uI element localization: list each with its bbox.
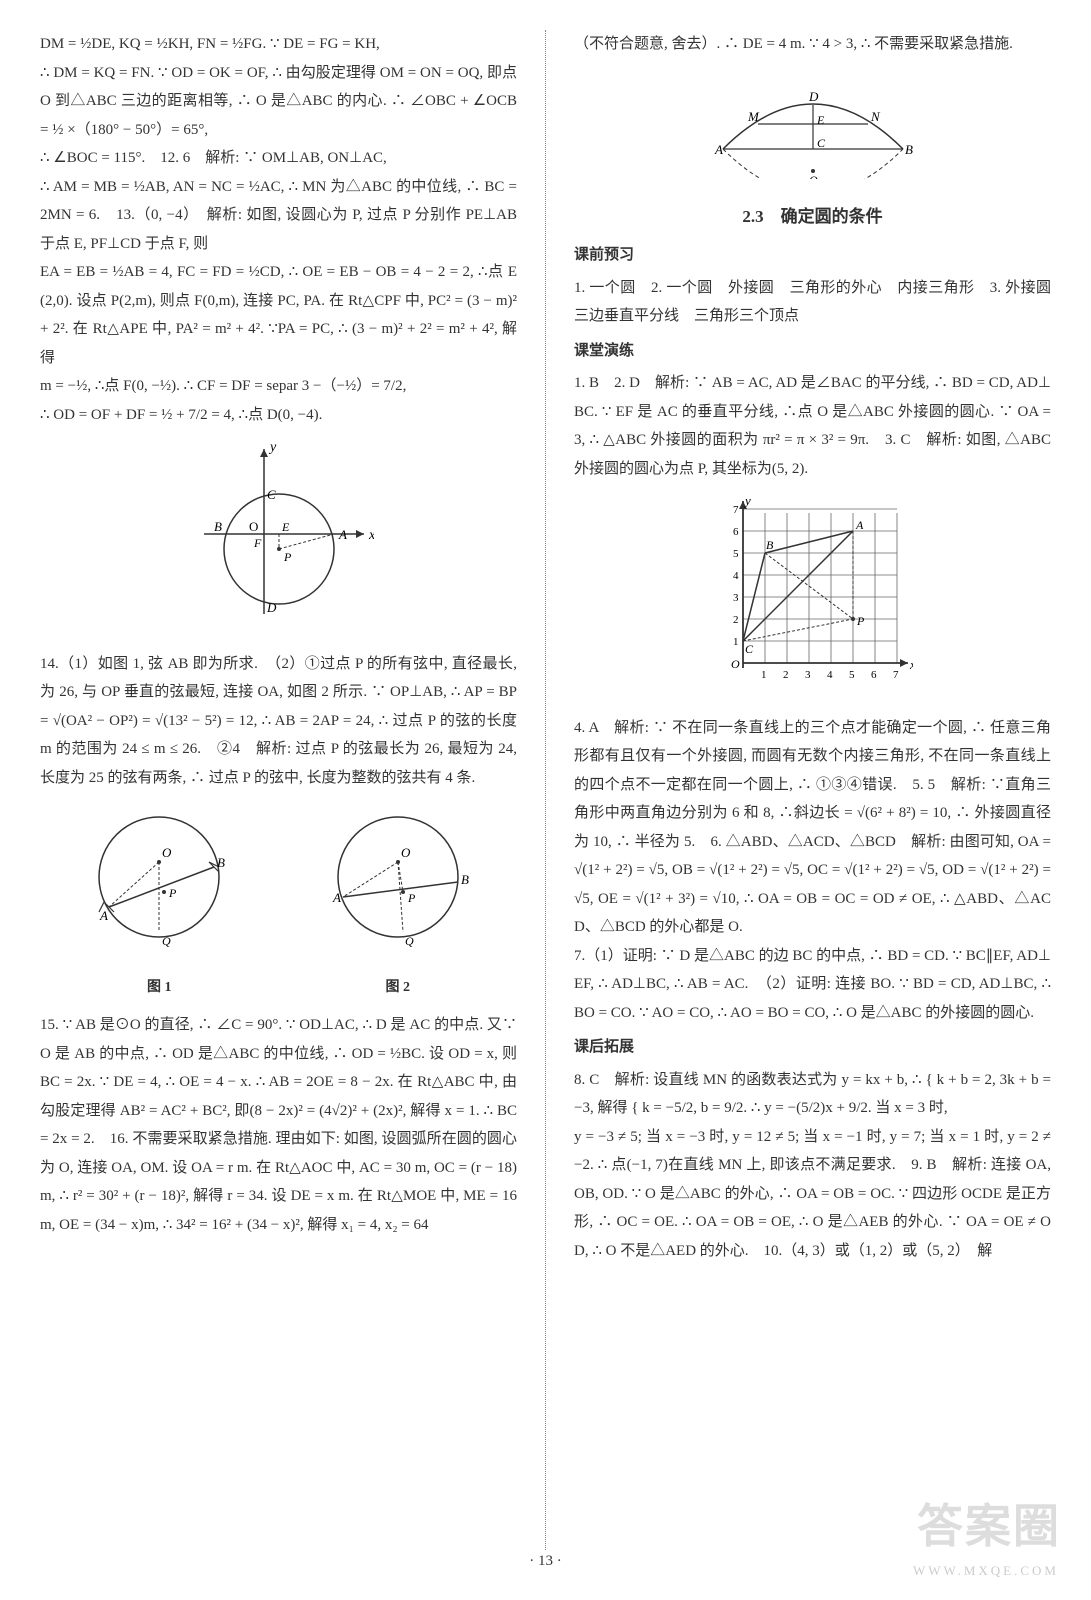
svg-text:1: 1 bbox=[733, 636, 739, 648]
watermark: 答案圈 bbox=[917, 1483, 1061, 1570]
svg-text:A: A bbox=[714, 142, 723, 157]
left-column: DM = ½DE, KQ = ½KH, FN = ½FG. ∵ DE = FG … bbox=[40, 30, 517, 1550]
svg-text:4: 4 bbox=[733, 570, 739, 582]
right-text-1: （不符合题意, 舍去）. ∴ DE = 4 m. ∵ 4 > 3, ∴ 不需要采… bbox=[574, 30, 1051, 59]
left-text-5: EA = EB = ½AB = 4, FC = FD = ½CD, ∴ OE =… bbox=[40, 258, 517, 372]
right-text-7: y = −3 ≠ 5; 当 x = −3 时, y = 12 ≠ 5; 当 x … bbox=[574, 1123, 1051, 1266]
right-text-6: 8. C 解析: 设直线 MN 的函数表达式为 y = kx + b, ∴ { … bbox=[574, 1066, 1051, 1123]
svg-text:x: x bbox=[368, 528, 374, 543]
subhead-extend: 课后拓展 bbox=[574, 1033, 1051, 1062]
right-text-2: 1. 一个圆 2. 一个圆 外接圆 三角形的外心 内接三角形 3. 外接圆 三边… bbox=[574, 274, 1051, 331]
svg-text:O: O bbox=[809, 173, 818, 179]
svg-text:B: B bbox=[214, 519, 222, 534]
figure-arc: A B M N D E C O bbox=[574, 69, 1051, 190]
svg-text:y: y bbox=[743, 493, 751, 508]
left-text-6: m = −½, ∴点 F(0, −½). ∴ CF = DF = separ 3… bbox=[40, 372, 517, 401]
svg-text:P: P bbox=[283, 550, 292, 564]
svg-text:E: E bbox=[816, 113, 825, 127]
left-text-1: DM = ½DE, KQ = ½KH, FN = ½FG. ∵ DE = FG … bbox=[40, 30, 517, 59]
svg-text:D: D bbox=[808, 89, 819, 104]
svg-text:A: A bbox=[332, 890, 341, 905]
svg-text:2: 2 bbox=[733, 614, 739, 626]
svg-text:5: 5 bbox=[849, 669, 855, 681]
svg-text:E: E bbox=[281, 520, 290, 534]
svg-text:A: A bbox=[338, 527, 347, 542]
svg-text:O: O bbox=[731, 657, 740, 671]
svg-text:A: A bbox=[99, 908, 108, 923]
svg-text:P: P bbox=[407, 891, 416, 905]
fig-caption-1: 图 1 bbox=[74, 975, 244, 1002]
left-text-4: ∴ AM = MB = ½AB, AN = NC = ½AC, ∴ MN 为△A… bbox=[40, 173, 517, 259]
figure-grid: O 1 2 3 4 5 6 7 1 2 3 4 5 6 7 x y A B C P bbox=[574, 493, 1051, 704]
svg-text:7: 7 bbox=[893, 669, 899, 681]
right-text-4: 4. A 解析: ∵ 不在同一条直线上的三个点才能确定一个圆, ∴ 任意三角形都… bbox=[574, 714, 1051, 942]
svg-text:O: O bbox=[401, 845, 411, 860]
svg-text:4: 4 bbox=[827, 669, 833, 681]
svg-text:A: A bbox=[855, 518, 864, 532]
svg-text:7: 7 bbox=[733, 504, 739, 516]
svg-text:P: P bbox=[168, 886, 177, 900]
figure-circle-2: O A B P Q 图 2 bbox=[313, 802, 483, 1001]
svg-text:5: 5 bbox=[733, 548, 739, 560]
svg-text:Q: Q bbox=[162, 934, 171, 948]
right-column: （不符合题意, 舍去）. ∴ DE = 4 m. ∵ 4 > 3, ∴ 不需要采… bbox=[574, 30, 1051, 1550]
column-divider bbox=[545, 30, 546, 1550]
svg-text:3: 3 bbox=[805, 669, 811, 681]
subhead-prestudy: 课前预习 bbox=[574, 241, 1051, 270]
subhead-practice: 课堂演练 bbox=[574, 337, 1051, 366]
svg-text:B: B bbox=[766, 538, 774, 552]
left-text-8: 14.（1）如图 1, 弦 AB 即为所求. （2）①过点 P 的所有弦中, 直… bbox=[40, 650, 517, 793]
right-text-5: 7.（1）证明: ∵ D 是△ABC 的边 BC 的中点, ∴ BD = CD.… bbox=[574, 942, 1051, 1028]
svg-text:C: C bbox=[267, 487, 276, 502]
svg-text:Q: Q bbox=[405, 934, 414, 948]
svg-text:C: C bbox=[745, 642, 754, 656]
svg-text:C: C bbox=[817, 136, 826, 150]
svg-text:N: N bbox=[870, 109, 881, 124]
svg-text:B: B bbox=[461, 872, 469, 887]
svg-text:3: 3 bbox=[733, 592, 739, 604]
svg-text:x: x bbox=[909, 657, 913, 672]
svg-text:P: P bbox=[856, 614, 865, 628]
right-text-3: 1. B 2. D 解析: ∵ AB = AC, AD 是∠BAC 的平分线, … bbox=[574, 369, 1051, 483]
svg-text:6: 6 bbox=[733, 526, 739, 538]
page-container: DM = ½DE, KQ = ½KH, FN = ½FG. ∵ DE = FG … bbox=[40, 30, 1051, 1550]
svg-text:F: F bbox=[253, 536, 262, 550]
svg-text:2: 2 bbox=[783, 669, 789, 681]
svg-text:O: O bbox=[162, 845, 172, 860]
left-text-2: ∴ DM = KQ = FN. ∵ OD = OK = OF, ∴ 由勾股定理得… bbox=[40, 59, 517, 145]
svg-text:1: 1 bbox=[761, 669, 767, 681]
section-title: 2.3 确定圆的条件 bbox=[574, 201, 1051, 233]
svg-text:B: B bbox=[905, 142, 913, 157]
svg-text:O: O bbox=[249, 519, 258, 534]
figure-pair-circles: O A B P Q 图 1 O A bbox=[40, 802, 517, 1001]
left-text-9: 15. ∵ AB 是⊙O 的直径, ∴ ∠C = 90°. ∵ OD⊥AC, ∴… bbox=[40, 1011, 517, 1239]
svg-text:D: D bbox=[266, 600, 277, 615]
left-text-3: ∴ ∠BOC = 115°. 12. 6 解析: ∵ OM⊥AB, ON⊥AC, bbox=[40, 144, 517, 173]
figure-circle-1: O A B P Q 图 1 bbox=[74, 802, 244, 1001]
figure-coord-circle: x y O A B C D E P F bbox=[40, 439, 517, 640]
svg-text:M: M bbox=[747, 109, 760, 124]
svg-text:y: y bbox=[268, 440, 277, 455]
svg-text:6: 6 bbox=[871, 669, 877, 681]
left-text-7: ∴ OD = OF + DF = ½ + 7/2 = 4, ∴点 D(0, −4… bbox=[40, 401, 517, 430]
fig-caption-2: 图 2 bbox=[313, 975, 483, 1002]
watermark-url: WWW.MXQE.COM bbox=[913, 1559, 1059, 1584]
svg-text:B: B bbox=[217, 855, 225, 870]
